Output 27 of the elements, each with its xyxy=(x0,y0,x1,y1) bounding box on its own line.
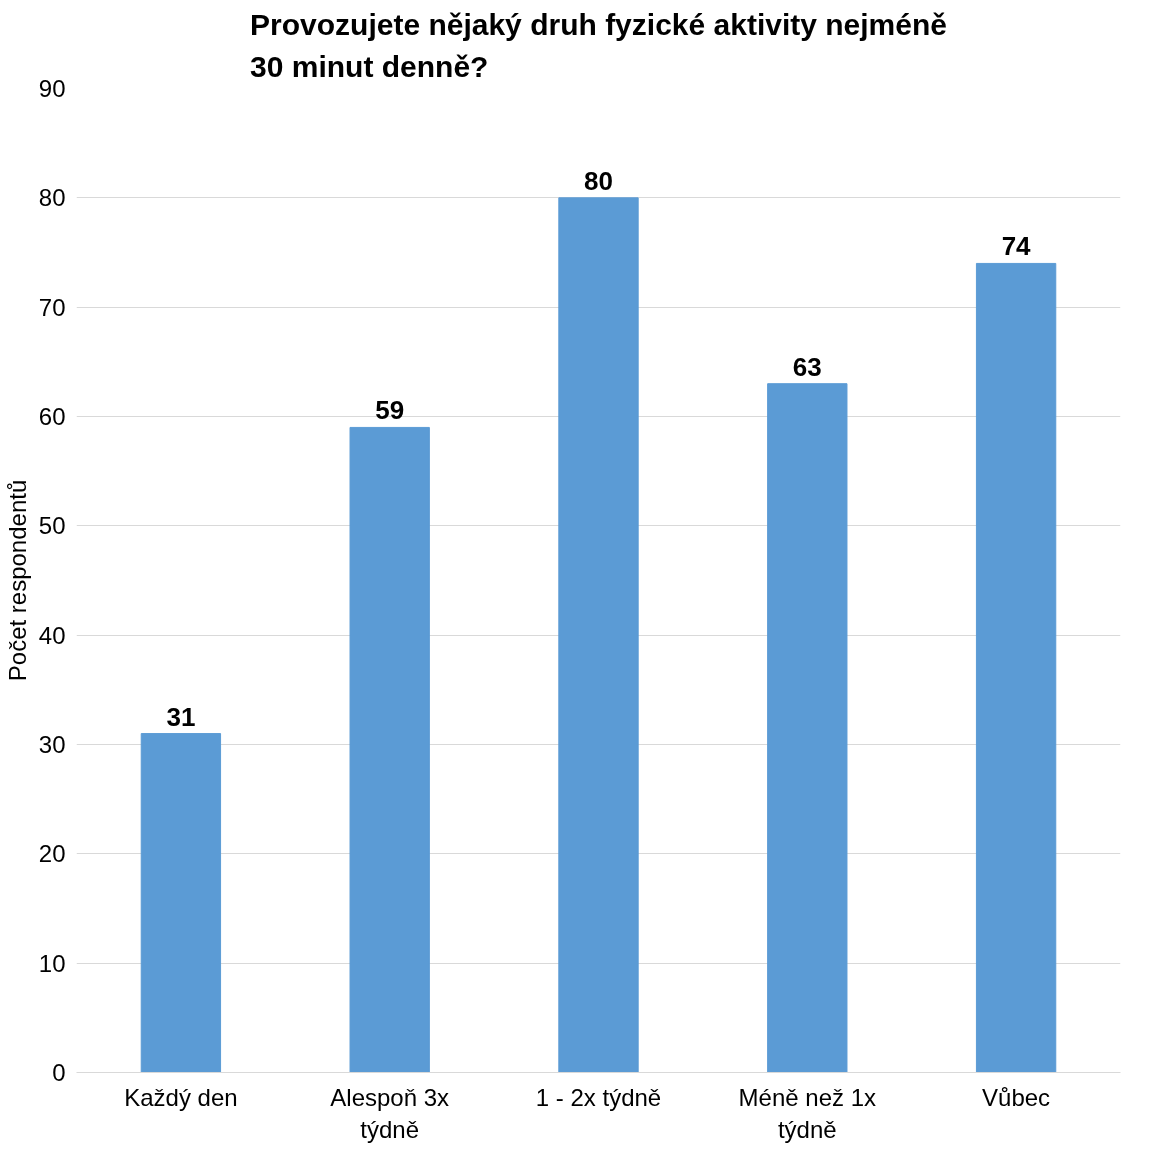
y-tick-label: 30 xyxy=(38,731,66,758)
y-tick-label: 60 xyxy=(38,403,66,430)
data-label: 74 xyxy=(1001,231,1032,262)
chart-title: Provozujete nějaký druh fyzické aktivity nejméně 30 minut denně? xyxy=(250,7,947,84)
y-tick-label: 80 xyxy=(38,184,66,212)
y-tick-label: 0 xyxy=(52,1059,66,1086)
bar xyxy=(140,733,222,1073)
bar xyxy=(349,426,430,1073)
y-axis-title: Počet respondentů xyxy=(3,479,31,682)
bar xyxy=(558,197,639,1073)
y-tick-label: 40 xyxy=(38,621,66,649)
y-tick-label: 20 xyxy=(38,840,66,868)
y-tick-label: 10 xyxy=(38,949,66,977)
x-tick-label: Každý den xyxy=(124,1083,238,1111)
y-tick-label: 70 xyxy=(38,293,66,321)
data-label: 59 xyxy=(375,395,405,426)
data-label: 31 xyxy=(166,701,196,732)
y-tick-label: 90 xyxy=(38,75,66,102)
y-tick-label: 50 xyxy=(38,512,66,540)
data-label: 80 xyxy=(584,165,613,196)
x-tick-label: Méně než 1x týdně xyxy=(738,1083,877,1143)
bar xyxy=(767,383,848,1073)
bar xyxy=(975,262,1057,1073)
data-label: 63 xyxy=(792,351,822,382)
x-tick-label: Alespoň 3x týdně xyxy=(330,1083,450,1143)
x-tick-label: 1 - 2x týdně xyxy=(535,1083,662,1111)
x-tick-label: Vůbec xyxy=(982,1083,1051,1111)
